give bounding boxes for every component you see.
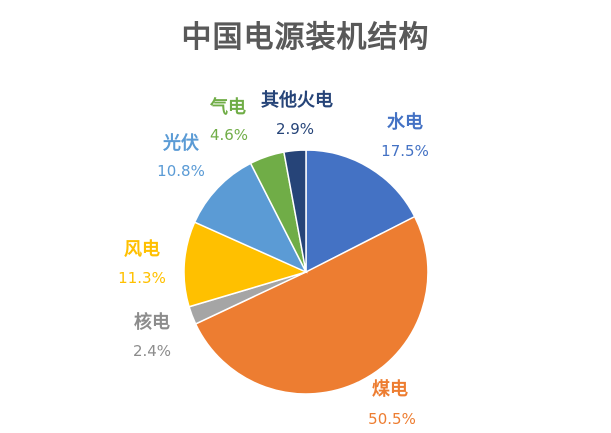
pie-slice xyxy=(183,221,309,308)
slice-name-label: 水电 xyxy=(387,111,423,133)
pie-slice xyxy=(194,215,429,395)
slice-name-label: 气电 xyxy=(209,96,246,118)
pie-slice xyxy=(283,149,307,273)
slice-name-label: 煤电 xyxy=(372,378,408,400)
slice-value-label: 17.5% xyxy=(381,142,429,160)
pie-slice xyxy=(193,162,308,274)
slice-name-label: 风电 xyxy=(124,238,160,260)
slice-value-label: 2.9% xyxy=(276,120,314,138)
slice-value-label: 2.4% xyxy=(133,342,171,360)
slice-value-label: 11.3% xyxy=(118,269,166,287)
chart-title: 中国电源装机结构 xyxy=(181,20,430,55)
pie-slice xyxy=(305,149,416,274)
slice-name-label: 光伏 xyxy=(162,132,199,154)
slice-value-label: 4.6% xyxy=(210,126,248,144)
slice-value-label: 50.5% xyxy=(368,410,416,428)
slice-value-label: 10.8% xyxy=(157,162,205,180)
slice-name-label: 其他火电 xyxy=(261,89,333,111)
slice-name-label: 核电 xyxy=(134,311,170,333)
